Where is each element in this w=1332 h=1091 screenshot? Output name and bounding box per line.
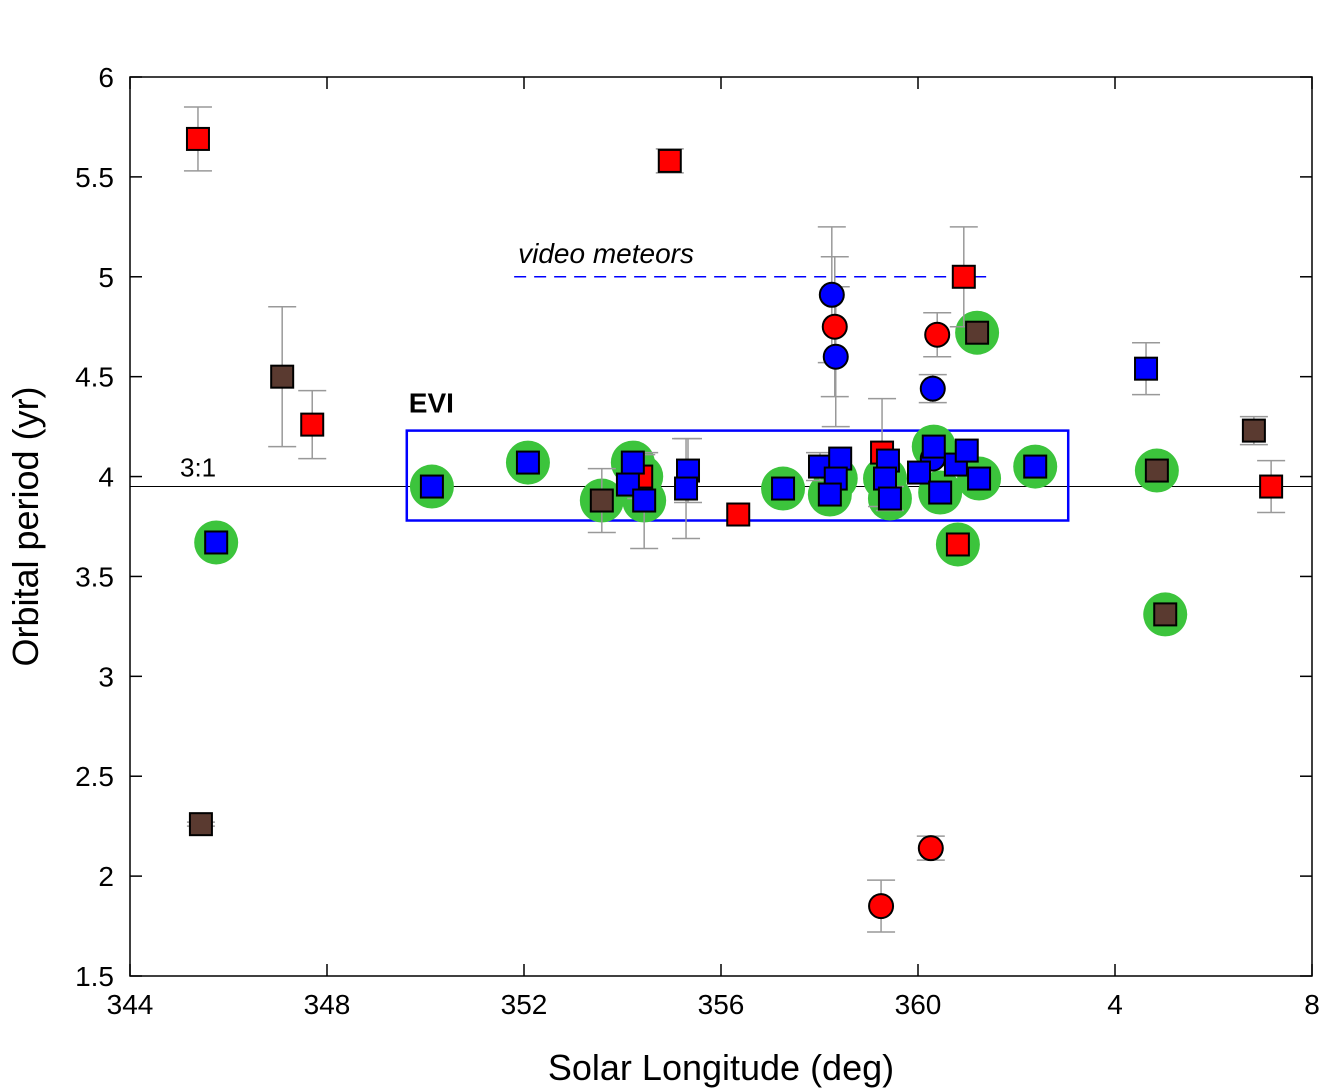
point-square bbox=[1153, 602, 1178, 627]
point-square bbox=[204, 530, 229, 555]
point-circle bbox=[822, 343, 849, 370]
point-circle bbox=[818, 281, 845, 308]
point-square bbox=[817, 482, 842, 507]
x-tick-label: 344 bbox=[107, 989, 154, 1020]
point-square bbox=[965, 320, 990, 345]
point-square bbox=[515, 450, 540, 475]
point-square bbox=[1259, 474, 1284, 499]
x-tick-label: 352 bbox=[501, 989, 548, 1020]
x-axis-label: Solar Longitude (deg) bbox=[548, 1047, 894, 1088]
point-square bbox=[657, 148, 682, 173]
point-circle bbox=[919, 375, 946, 402]
point-square bbox=[771, 476, 796, 501]
y-tick-label: 2 bbox=[98, 861, 114, 892]
plot-frame bbox=[129, 76, 1313, 977]
y-tick-label: 6 bbox=[98, 62, 114, 93]
y-tick-label: 5.5 bbox=[75, 162, 114, 193]
point-square bbox=[185, 126, 210, 151]
region-label: EVI bbox=[409, 388, 454, 419]
point-square bbox=[188, 812, 213, 837]
point-square bbox=[620, 450, 645, 475]
point-square bbox=[1241, 418, 1266, 443]
point-square bbox=[877, 486, 902, 511]
y-tick-label: 5 bbox=[98, 262, 114, 293]
point-square bbox=[1144, 458, 1169, 483]
point-square bbox=[632, 488, 657, 513]
point-circle bbox=[924, 321, 951, 348]
point-square bbox=[928, 480, 953, 505]
x-tick-label: 360 bbox=[895, 989, 942, 1020]
y-tick-label: 3 bbox=[98, 661, 114, 692]
point-square bbox=[270, 364, 295, 389]
point-square bbox=[726, 502, 751, 527]
point-square bbox=[589, 488, 614, 513]
point-square bbox=[906, 460, 931, 485]
point-square bbox=[954, 438, 979, 463]
point-circle bbox=[917, 835, 944, 862]
point-square bbox=[921, 434, 946, 459]
x-tick-label: 4 bbox=[1107, 989, 1123, 1020]
point-circle bbox=[821, 313, 848, 340]
point-square bbox=[419, 474, 444, 499]
y-tick-label: 2.5 bbox=[75, 761, 114, 792]
point-square bbox=[828, 446, 853, 471]
y-tick-label: 4.5 bbox=[75, 362, 114, 393]
point-square bbox=[300, 412, 325, 437]
x-tick-label: 348 bbox=[304, 989, 351, 1020]
point-square bbox=[1023, 454, 1048, 479]
y-axis-label: Orbital period (yr) bbox=[5, 386, 46, 666]
dashed-line-label: video meteors bbox=[518, 238, 694, 269]
point-square bbox=[967, 466, 992, 491]
y-tick-label: 1.5 bbox=[75, 961, 114, 992]
x-tick-label: 356 bbox=[698, 989, 745, 1020]
point-square bbox=[674, 476, 699, 501]
point-square bbox=[873, 466, 898, 491]
x-tick-label: 8 bbox=[1304, 989, 1320, 1020]
y-tick-label: 4 bbox=[98, 462, 114, 493]
point-square bbox=[951, 264, 976, 289]
point-circle bbox=[868, 893, 895, 920]
point-square bbox=[945, 532, 970, 557]
point-square bbox=[1134, 356, 1159, 381]
y-tick-label: 3.5 bbox=[75, 561, 114, 592]
reference-label: 3:1 bbox=[180, 453, 216, 483]
